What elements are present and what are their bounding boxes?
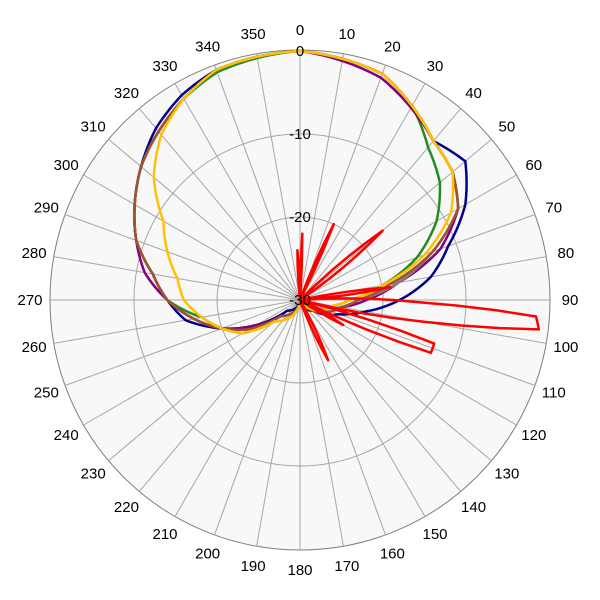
angle-spoke (256, 299, 301, 547)
angle-tick-label: 310 (81, 118, 106, 135)
series-line-6 (296, 222, 541, 362)
angle-tick-label: 100 (553, 339, 578, 356)
angle-spoke (53, 299, 301, 344)
radial-tick-label: -20 (289, 209, 311, 226)
angle-spoke (299, 64, 386, 301)
angle-spoke (108, 299, 301, 462)
angle-tick-label: 80 (558, 245, 575, 262)
angle-spoke (299, 299, 386, 536)
angle-spoke (299, 83, 426, 301)
angle-tick-label: 0 (296, 22, 304, 39)
angle-spoke (214, 299, 301, 536)
angle-tick-label: 180 (287, 562, 312, 579)
angle-spoke (64, 214, 301, 301)
angle-spoke (83, 299, 301, 426)
angle-tick-label: 240 (54, 427, 79, 444)
tick-labels: 0 10 20 30 40 50 60 70 80 90 100 110 120 130 140 150 160… (17, 22, 578, 579)
angle-tick-label: 170 (334, 558, 359, 575)
radial-tick-label: -10 (289, 126, 311, 143)
angle-spoke (174, 299, 301, 517)
angle-tick-label: 280 (22, 245, 47, 262)
angle-tick-label: 340 (195, 38, 220, 55)
angle-tick-label: 120 (521, 427, 546, 444)
angle-tick-label: 320 (114, 85, 139, 102)
angle-spoke (83, 174, 301, 301)
angle-spoke (64, 299, 301, 386)
angle-tick-label: 60 (525, 157, 542, 174)
angle-tick-label: 130 (494, 466, 519, 483)
angle-spoke (214, 64, 301, 301)
angle-tick-label: 350 (241, 26, 266, 43)
angle-tick-label: 40 (465, 85, 482, 102)
angle-tick-label: 50 (498, 118, 515, 135)
angle-tick-label: 210 (152, 526, 177, 543)
angle-spoke (299, 299, 344, 547)
angle-tick-label: 10 (339, 26, 356, 43)
angle-tick-label: 260 (22, 339, 47, 356)
angle-tick-label: 20 (384, 38, 401, 55)
angle-spoke (174, 83, 301, 301)
angle-spoke (256, 53, 301, 301)
angle-tick-label: 190 (241, 558, 266, 575)
angle-spoke (299, 174, 517, 301)
angle-spoke (299, 299, 492, 462)
radial-tick-label: -30 (289, 292, 311, 309)
angle-tick-label: 250 (34, 384, 59, 401)
angle-tick-label: 220 (114, 499, 139, 516)
angle-tick-label: 300 (54, 157, 79, 174)
radial-tick-label: 0 (296, 43, 304, 60)
angle-tick-label: 110 (542, 384, 566, 401)
angle-tick-label: 70 (545, 200, 562, 217)
angle-tick-label: 140 (461, 499, 486, 516)
angle-tick-label: 150 (422, 526, 447, 543)
angle-tick-label: 230 (81, 466, 106, 483)
angle-spoke (138, 299, 301, 492)
series-lines (133, 49, 541, 362)
angle-spoke (299, 53, 344, 301)
angle-tick-label: 160 (380, 546, 405, 563)
angle-tick-label: 90 (562, 292, 579, 309)
angle-spoke (299, 138, 492, 301)
angle-spoke (299, 299, 462, 492)
angle-tick-label: 270 (17, 292, 42, 309)
angle-tick-label: 330 (152, 58, 177, 75)
angle-tick-label: 30 (427, 58, 444, 75)
angle-tick-label: 290 (34, 200, 59, 217)
angle-spoke (138, 108, 301, 301)
angle-spoke (299, 299, 426, 517)
angle-tick-label: 200 (195, 546, 220, 563)
